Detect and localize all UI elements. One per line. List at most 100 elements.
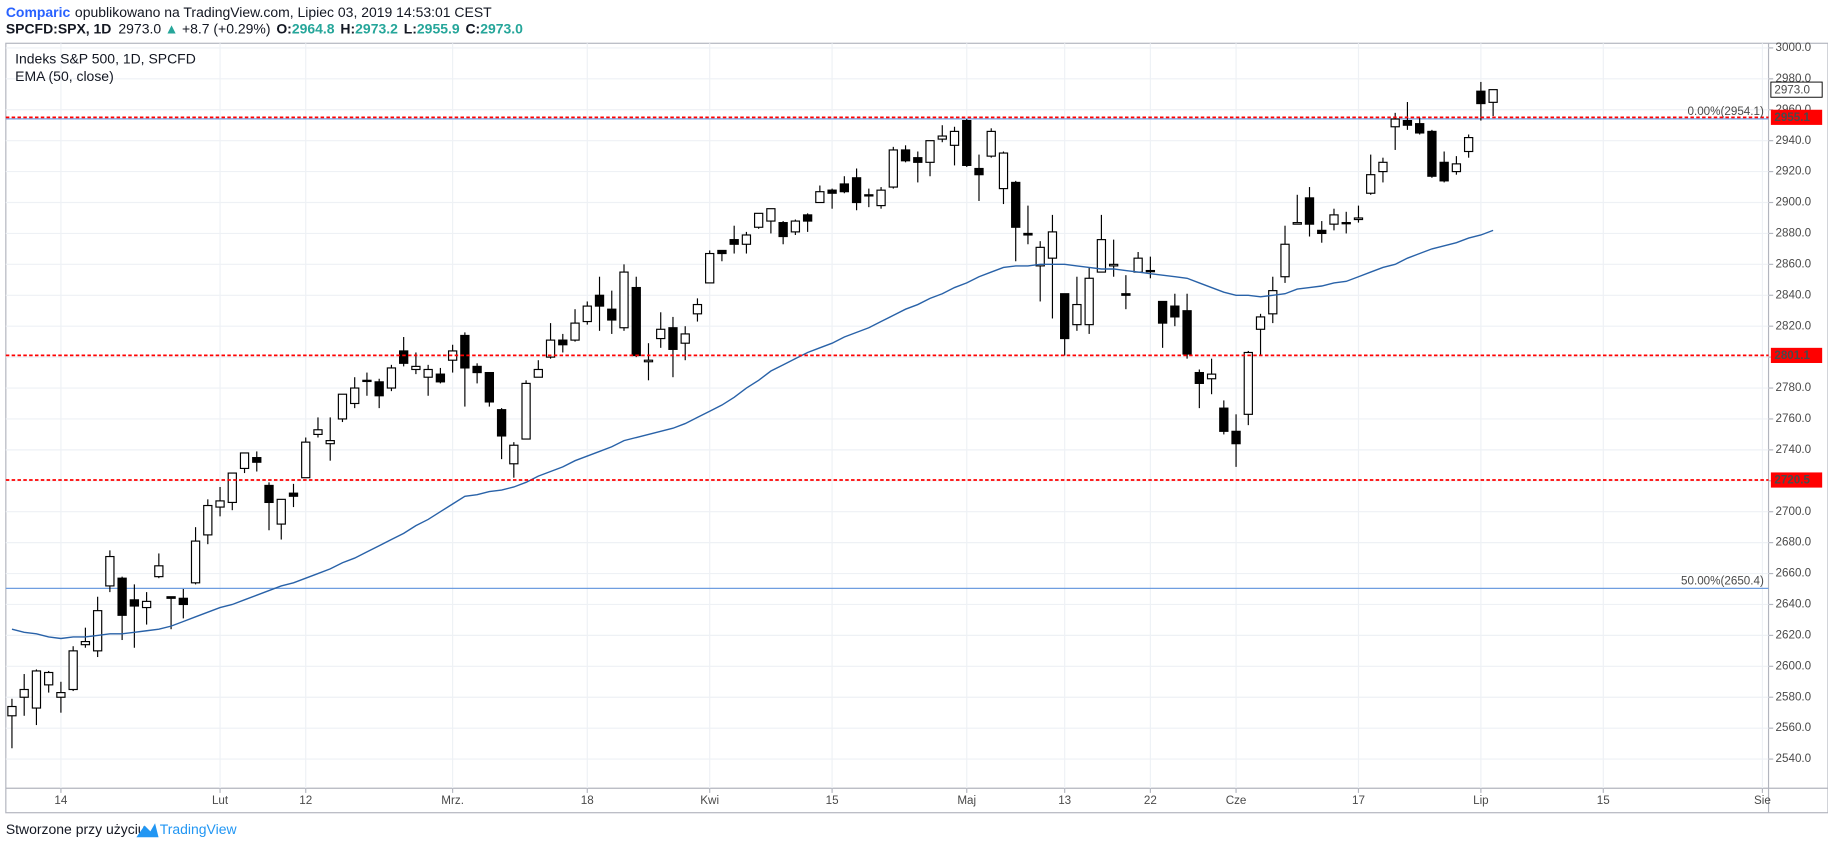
y-tick-label: 2900.0: [1776, 196, 1812, 209]
x-tick-label: Cze: [1226, 794, 1247, 807]
candle-body: [1476, 90, 1486, 105]
y-tick-label: 2840.0: [1776, 288, 1812, 301]
h-label: H:: [340, 20, 355, 36]
candle-body: [1451, 163, 1462, 173]
candle-body: [1145, 269, 1156, 273]
price-label: 2801.1: [1774, 349, 1810, 362]
candle-body: [362, 379, 372, 383]
candle-body: [1170, 305, 1180, 318]
candle-body: [1121, 293, 1131, 296]
x-tick-label: Mrz.: [441, 794, 464, 807]
candle-body: [1108, 263, 1119, 267]
candle-body: [325, 440, 335, 445]
candle-body: [1427, 130, 1437, 177]
x-tick-label: Maj: [957, 794, 976, 807]
candle-body: [423, 368, 433, 378]
candle-body: [1243, 351, 1253, 415]
candle-body: [925, 140, 935, 163]
candle-body: [717, 249, 727, 255]
h-value: 2973.2: [355, 20, 398, 36]
publisher: Comparic: [6, 4, 71, 20]
header-line: Comparic opublikowano na TradingView.com,…: [6, 4, 492, 20]
candle-body: [680, 333, 690, 344]
candle-body: [215, 500, 225, 508]
candle-body: [105, 555, 115, 587]
y-tick-label: 2660.0: [1776, 567, 1812, 580]
price-label-box: [1770, 472, 1823, 488]
candle-body: [1378, 161, 1388, 173]
x-tick-label: 15: [826, 794, 839, 807]
candle-body: [900, 149, 911, 162]
candle-body: [1463, 137, 1474, 153]
candle-body: [692, 303, 703, 315]
fib-label: 50.00%(2650.4): [1681, 574, 1764, 587]
candle-body: [239, 452, 250, 470]
candle-body: [607, 308, 617, 321]
candle-body: [705, 252, 715, 284]
y-tick-label: 2780.0: [1776, 381, 1812, 394]
marks: [5, 81, 1769, 749]
candle-body: [1292, 222, 1302, 225]
symbol-line: SPCFD:SPX, 1D 2973.0 ▲ +8.7 (+0.29%) O:2964.…: [6, 20, 523, 36]
candle-body: [374, 381, 384, 397]
candle-body: [839, 183, 850, 193]
y-tick-label: 2740.0: [1776, 443, 1812, 456]
candle-body: [582, 305, 592, 323]
x-tick-label: 17: [1352, 794, 1365, 807]
y-tick-label: 2940.0: [1776, 134, 1812, 147]
candle-body: [766, 208, 776, 222]
o-label: O:: [276, 20, 292, 36]
candle-body: [80, 640, 91, 646]
candle-body: [460, 334, 470, 369]
candle-body: [741, 234, 752, 245]
candle-body: [533, 368, 543, 378]
candle-body: [44, 671, 54, 686]
candle-body: [974, 167, 984, 176]
candle-body: [484, 371, 495, 403]
candle-body: [1488, 89, 1498, 103]
candle-body: [68, 650, 78, 691]
y-tick-label: 2680.0: [1776, 536, 1812, 549]
candle-body: [913, 157, 923, 163]
candle-body: [227, 472, 237, 504]
candle-body: [1255, 316, 1266, 330]
candle-body: [521, 382, 531, 440]
candle-body: [19, 688, 29, 698]
candle-body: [1096, 239, 1107, 273]
arrow: ▲: [165, 20, 179, 36]
candle-body: [656, 328, 666, 340]
candle-body: [31, 670, 42, 709]
candle-body: [949, 130, 960, 146]
c-value: 2973.0: [480, 20, 523, 36]
candle-body: [1415, 123, 1425, 134]
candle-body: [1353, 217, 1364, 221]
price: 2973.0: [118, 20, 161, 36]
candle-body: [1268, 290, 1278, 315]
candle-body: [1219, 407, 1229, 432]
candle-body: [802, 214, 813, 222]
candle-body: [1280, 243, 1290, 278]
y-tick-label: 2620.0: [1776, 628, 1812, 641]
candle-body: [558, 339, 568, 346]
y-tick-label: 2860.0: [1776, 257, 1812, 270]
candle-body: [778, 222, 788, 238]
tradingview-logo: [136, 823, 159, 838]
candle-body: [276, 498, 286, 525]
ema-line: [11, 229, 1494, 640]
y-tick-label: 2560.0: [1776, 721, 1812, 734]
y-tick-label: 2580.0: [1776, 690, 1812, 703]
candle-body: [301, 441, 311, 479]
y-tick-label: 2600.0: [1776, 659, 1812, 672]
candle-body: [753, 212, 764, 228]
candle-body: [386, 367, 397, 389]
candle-body: [509, 444, 519, 465]
candle-body: [7, 705, 17, 717]
y-tick-label: 2920.0: [1776, 165, 1812, 178]
c-label: C:: [465, 20, 480, 36]
y-tick-label: 2760.0: [1776, 412, 1812, 425]
o-value: 2964.8: [292, 20, 335, 36]
candle-body: [288, 492, 299, 497]
price-label: 2720.5: [1774, 474, 1810, 487]
